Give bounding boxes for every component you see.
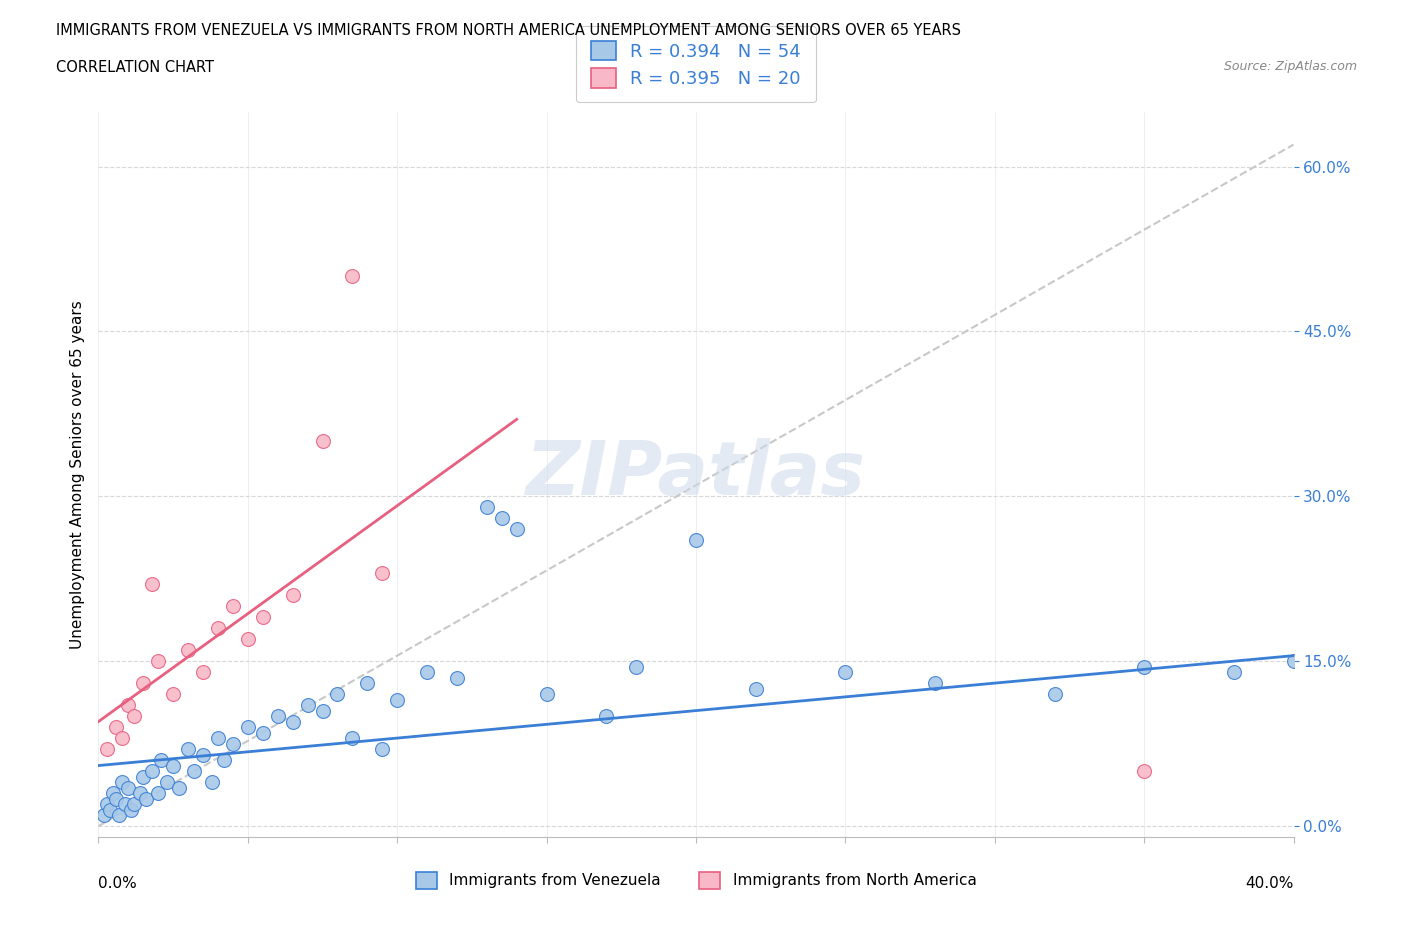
Point [124,709,146,724]
Point [745,681,768,696]
Text: ZIPatlas: ZIPatlas [526,438,866,511]
Point [1223,665,1246,680]
Point [148,654,170,669]
Point [183,764,205,778]
Text: CORRELATION CHART: CORRELATION CHART [56,60,214,75]
Point [371,565,394,580]
Point [267,709,290,724]
Point [1133,764,1156,778]
Point [311,434,333,449]
Point [252,610,274,625]
Point [475,499,498,514]
Point [536,686,558,701]
Point [117,780,139,795]
Point [162,758,184,773]
Point [129,786,152,801]
Point [191,747,214,762]
Point [108,807,131,822]
Point [595,709,617,724]
Point [626,659,648,674]
Point [446,671,468,685]
Point [356,676,378,691]
Point [385,692,409,707]
Point [167,780,190,795]
Point [685,533,707,548]
Text: Source: ZipAtlas.com: Source: ZipAtlas.com [1223,60,1357,73]
Point [141,764,163,778]
Point [506,522,529,537]
Point [207,731,229,746]
Point [1282,654,1305,669]
Point [177,643,200,658]
Point [191,665,214,680]
Point [281,714,304,729]
Point [222,599,245,614]
Text: 0.0%: 0.0% [98,876,138,891]
Point [156,775,179,790]
Point [103,786,125,801]
Point [1133,659,1156,674]
Point [132,769,155,784]
Point [132,676,155,691]
Point [105,720,128,735]
Point [416,665,439,680]
Point [371,741,394,756]
Point [222,737,245,751]
Point [124,797,146,812]
Point [93,807,115,822]
Y-axis label: Unemployment Among Seniors over 65 years: Unemployment Among Seniors over 65 years [69,300,84,649]
Point [311,703,333,718]
Point [342,731,364,746]
Point [111,731,134,746]
Point [236,631,259,646]
Point [297,698,319,712]
Point [96,741,118,756]
Point [98,802,122,817]
Point [117,698,139,712]
Point [236,720,259,735]
Point [114,797,136,812]
Point [141,577,163,591]
Text: IMMIGRANTS FROM VENEZUELA VS IMMIGRANTS FROM NORTH AMERICA UNEMPLOYMENT AMONG SE: IMMIGRANTS FROM VENEZUELA VS IMMIGRANTS … [56,23,962,38]
Legend: Immigrants from Venezuela, Immigrants from North America: Immigrants from Venezuela, Immigrants fr… [409,866,983,895]
Point [96,797,118,812]
Point [834,665,856,680]
Point [924,676,946,691]
Point [281,588,304,603]
Point [150,752,173,767]
Point [1043,686,1066,701]
Point [342,269,364,284]
Point [491,511,513,525]
Point [162,686,184,701]
Point [120,802,142,817]
Text: 40.0%: 40.0% [1246,876,1294,891]
Point [105,791,128,806]
Point [135,791,157,806]
Point [148,786,170,801]
Point [326,686,349,701]
Point [252,725,274,740]
Point [177,741,200,756]
Point [111,775,134,790]
Point [212,752,235,767]
Point [207,620,229,635]
Point [201,775,224,790]
